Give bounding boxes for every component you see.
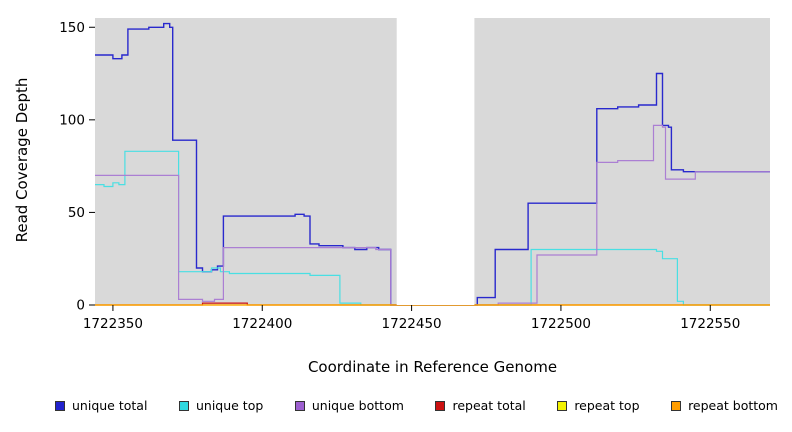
legend-item-repeat-total: repeat total: [435, 398, 526, 413]
coverage-step-chart: 1722350 1722400 1722450 1722500 1722550 0 50 10…: [59, 17, 770, 332]
legend-swatch-unique-top: [178, 400, 189, 411]
svg-text:1722550: 1722550: [680, 316, 740, 332]
chart-legend: unique total unique top unique bottom re…: [0, 398, 792, 413]
svg-text:50: 50: [68, 205, 85, 221]
svg-text:1722500: 1722500: [531, 316, 591, 332]
legend-label: unique bottom: [311, 398, 404, 413]
legend-label: unique top: [195, 398, 264, 413]
legend-item-repeat-bottom: repeat bottom: [671, 398, 778, 413]
svg-text:0: 0: [76, 298, 85, 314]
svg-text:150: 150: [59, 20, 85, 36]
legend-swatch-unique-bottom: [294, 400, 305, 411]
svg-text:1722450: 1722450: [382, 316, 442, 332]
legend-swatch-repeat-top: [557, 400, 568, 411]
legend-label: unique total: [72, 398, 148, 413]
svg-text:1722400: 1722400: [232, 316, 292, 332]
x-axis-label: Coordinate in Reference Genome: [307, 358, 558, 376]
legend-swatch-repeat-bottom: [671, 400, 682, 411]
legend-label: repeat top: [574, 398, 640, 413]
legend-swatch-repeat-total: [435, 400, 446, 411]
legend-item-unique-total: unique total: [55, 398, 147, 413]
legend-item-unique-bottom: unique bottom: [294, 398, 404, 413]
legend-item-unique-top: unique top: [178, 398, 264, 413]
chart-svg: 1722350 1722400 1722450 1722500 1722550 0 50 10…: [59, 17, 770, 332]
y-axis-label: Read Coverage Depth: [13, 77, 31, 243]
svg-text:100: 100: [59, 112, 85, 128]
legend-swatch-unique-total: [55, 400, 65, 411]
svg-text:1722350: 1722350: [83, 316, 143, 332]
legend-item-repeat-top: repeat top: [557, 398, 640, 413]
legend-label: repeat bottom: [688, 398, 778, 413]
legend-label: repeat total: [452, 398, 526, 413]
